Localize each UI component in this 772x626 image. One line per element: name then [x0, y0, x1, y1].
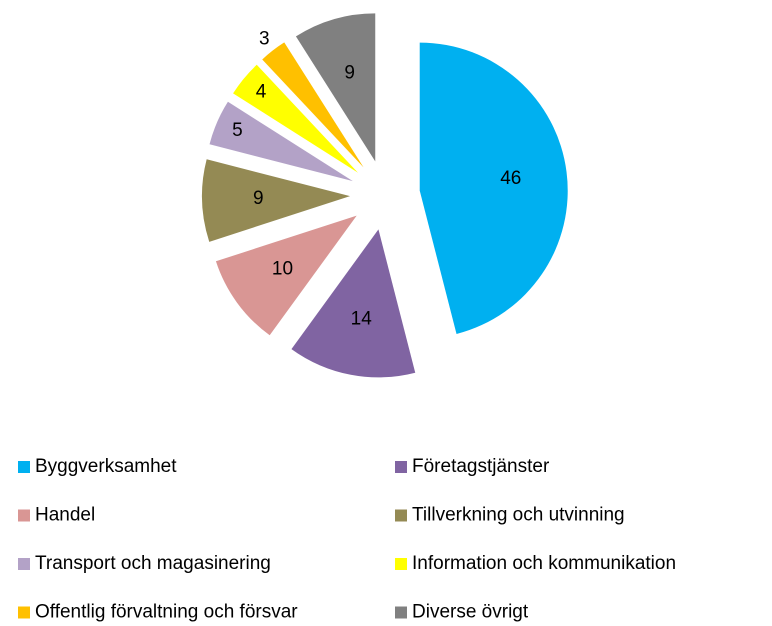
- legend-label: Tillverkning och utvinning: [412, 505, 625, 526]
- legend-swatch: [18, 461, 30, 473]
- pie-slice: [262, 42, 364, 168]
- legend-label: Byggverksamhet: [35, 456, 177, 477]
- legend-label: Diverse övrigt: [412, 602, 529, 623]
- data-label: 14: [351, 309, 373, 330]
- legend-swatch: [18, 558, 30, 570]
- data-label: 4: [256, 82, 267, 103]
- data-label: 46: [500, 168, 521, 189]
- data-label: 9: [344, 62, 355, 83]
- legend-swatch: [18, 606, 30, 619]
- legend-swatch: [18, 509, 30, 522]
- data-label: 10: [272, 259, 293, 280]
- legend-label: Transport och magasinering: [35, 553, 271, 574]
- pie-slice: [419, 42, 568, 334]
- pie-slice: [291, 229, 416, 378]
- legend-swatch: [395, 606, 407, 619]
- legend-label: Handel: [35, 505, 95, 526]
- legend-swatch: [395, 509, 407, 522]
- legend-label: Offentlig förvaltning och försvar: [35, 602, 298, 623]
- data-label: 5: [232, 120, 243, 141]
- pie-slice: [209, 101, 353, 182]
- legend-label: Information och kommunikation: [412, 553, 676, 574]
- pie-slice: [215, 215, 357, 336]
- legend-label: Företagstjänster: [412, 456, 550, 477]
- legend-swatch: [395, 558, 407, 570]
- pie-slice: [202, 159, 351, 242]
- data-label: 3: [259, 28, 270, 49]
- legend-swatch: [395, 461, 407, 473]
- pie-slice: [233, 64, 359, 173]
- pie-slice: [295, 13, 376, 162]
- data-label: 9: [253, 188, 264, 209]
